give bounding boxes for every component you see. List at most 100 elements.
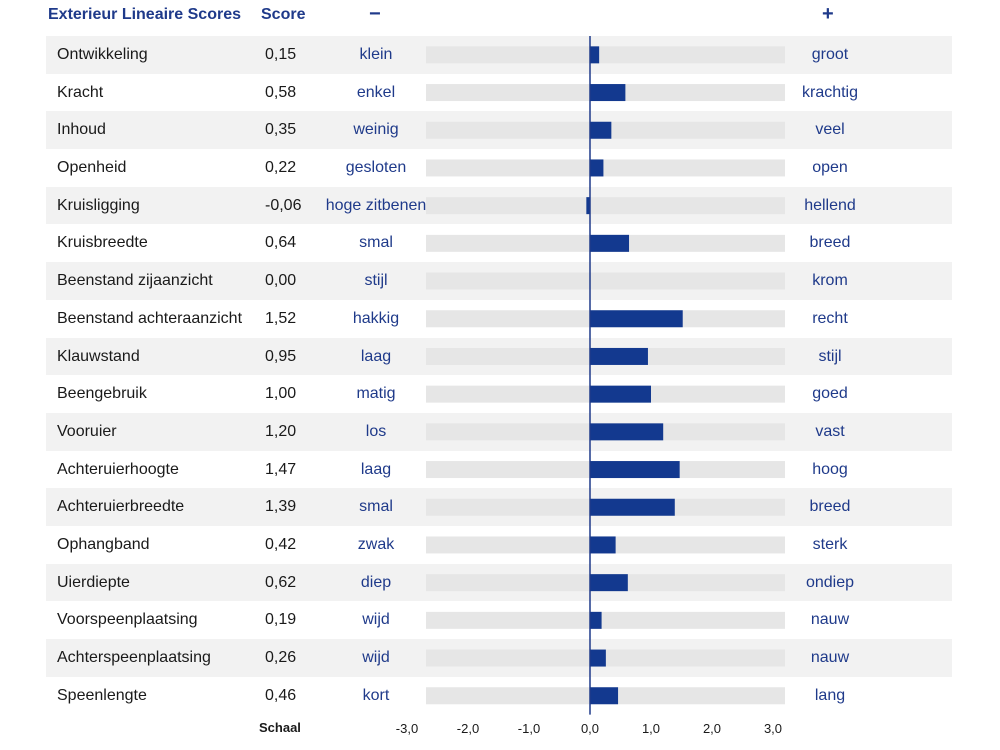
score-value: 0,62 [265, 573, 297, 591]
minus-label: los [365, 422, 387, 440]
bar [586, 197, 590, 215]
x-tick-label: -1,0 [518, 721, 540, 736]
score-value: 0,35 [265, 121, 297, 139]
table-row: Achterspeenplaatsing 0,26 wijd nauw [46, 639, 952, 677]
minus-label: matig [356, 385, 396, 403]
bar-track [426, 611, 785, 629]
minus-label: smal [359, 498, 393, 516]
minus-label: diep [360, 573, 392, 591]
bar [590, 649, 606, 667]
trait-label: Kruisligging [57, 196, 140, 214]
minus-column-header: − [369, 3, 381, 25]
bar [590, 159, 604, 177]
bar [590, 121, 612, 139]
minus-label: laag [360, 460, 392, 478]
minus-label: enkel [356, 83, 396, 101]
bar [590, 385, 651, 403]
minus-label: stijl [364, 272, 388, 290]
table-row: Kracht 0,58 enkel krachtig [46, 74, 952, 112]
trait-label: Klauwstand [57, 347, 140, 365]
table-row: Kruisbreedte 0,64 smal breed [46, 224, 952, 262]
trait-label: Ophangband [57, 535, 150, 553]
trait-label: Vooruier [57, 422, 117, 440]
score-value: 0,22 [265, 159, 297, 177]
score-value: 1,39 [265, 498, 297, 516]
table-row: Beengebruik 1,00 matig goed [46, 375, 952, 413]
bar-track [426, 272, 785, 290]
minus-label: gesloten [345, 159, 407, 177]
plus-label: nauw [810, 611, 850, 629]
x-tick-label: -2,0 [457, 721, 479, 736]
plus-label: breed [809, 498, 851, 516]
bar [590, 687, 619, 705]
trait-label: Achteruierhoogte [57, 460, 179, 478]
trait-label: Speenlengte [57, 686, 147, 704]
minus-label: smal [359, 234, 393, 252]
trait-label: Kruisbreedte [57, 234, 148, 252]
plus-label: vast [815, 422, 845, 440]
x-tick-label: 2,0 [703, 721, 721, 736]
score-value: 0,15 [265, 46, 297, 63]
bar [590, 574, 628, 592]
score-table: Ontwikkeling 0,15 klein groot Kracht 0,58 enke… [46, 36, 952, 714]
minus-label: klein [359, 46, 393, 63]
trait-label: Ontwikkeling [57, 46, 148, 63]
minus-label: weinig [353, 121, 399, 139]
bar [590, 347, 648, 365]
bar [590, 84, 626, 102]
plus-label: hellend [804, 196, 856, 214]
trait-label: Beenstand achteraanzicht [57, 309, 243, 327]
table-row: Achteruierhoogte 1,47 laag hoog [46, 451, 952, 489]
minus-label: kort [362, 686, 390, 704]
score-value: 0,00 [265, 272, 297, 290]
plus-column-header: + [822, 3, 834, 25]
minus-label: wijd [362, 649, 390, 666]
bar [590, 423, 664, 441]
plus-label: breed [809, 234, 851, 252]
plus-label: stijl [818, 347, 842, 365]
plus-label: groot [811, 46, 849, 63]
bar-track [426, 159, 785, 177]
bar [590, 611, 602, 629]
plus-label: krachtig [801, 83, 859, 101]
plus-label: krom [812, 272, 848, 290]
bar [590, 234, 630, 252]
score-value: 0,42 [265, 535, 297, 553]
bar [590, 536, 616, 554]
table-row: Speenlengte 0,46 kort lang [46, 677, 952, 715]
bar [590, 498, 675, 516]
plus-label: nauw [810, 649, 850, 666]
bar-track [426, 46, 785, 64]
bar [590, 461, 680, 479]
score-value: 1,20 [265, 422, 297, 440]
score-value: 0,46 [265, 686, 297, 704]
minus-label: hoge zitbenen [325, 196, 427, 214]
x-tick-label: 1,0 [642, 721, 660, 736]
plus-label: goed [812, 385, 848, 403]
plus-label: veel [815, 121, 845, 139]
bar-track [426, 197, 785, 215]
plus-label: open [812, 159, 848, 177]
table-row: Openheid 0,22 gesloten open [46, 149, 952, 187]
trait-label: Beengebruik [57, 385, 147, 403]
score-value: 1,52 [265, 309, 297, 327]
score-column-header: Score [261, 6, 306, 23]
score-value: 0,19 [265, 611, 297, 629]
bar [590, 46, 600, 64]
x-tick-label: 0,0 [581, 721, 599, 736]
trait-label: Kracht [57, 83, 104, 101]
plus-label: ondiep [805, 573, 855, 591]
trait-label: Openheid [57, 159, 127, 177]
score-value: 0,26 [265, 649, 297, 666]
trait-label: Voorspeenplaatsing [57, 611, 198, 629]
trait-label: Achterspeenplaatsing [57, 649, 211, 666]
minus-label: laag [360, 347, 392, 365]
score-value: 1,00 [265, 385, 297, 403]
trait-label: Uierdiepte [57, 573, 130, 591]
x-tick-label: -3,0 [396, 721, 418, 736]
table-row: Voorspeenplaatsing 0,19 wijd nauw [46, 601, 952, 639]
table-row: Ophangband 0,42 zwak sterk [46, 526, 952, 564]
scale-label: Schaal [259, 720, 301, 735]
score-value: 0,95 [265, 347, 297, 365]
